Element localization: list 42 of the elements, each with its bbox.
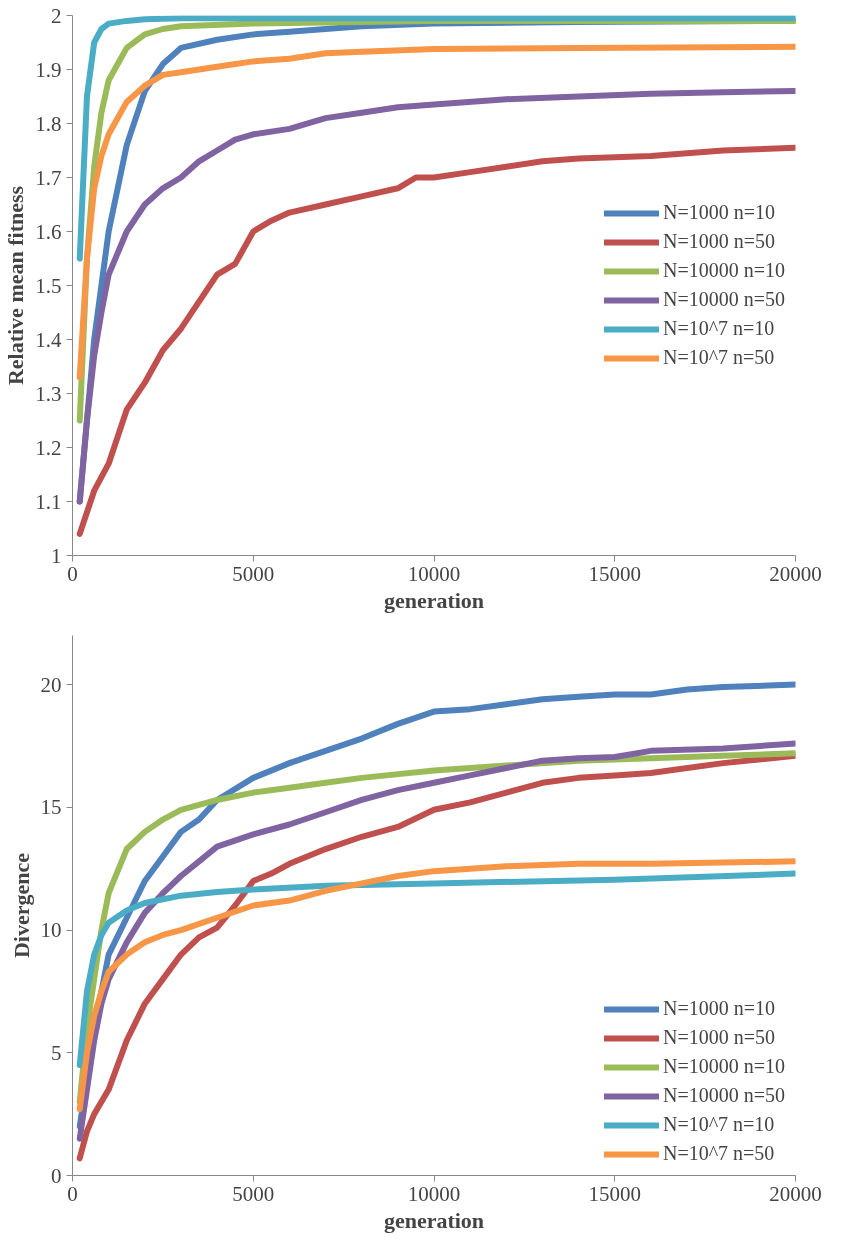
x-tick-label: 5000 (232, 1181, 275, 1206)
x-tick-label: 10000 (407, 1181, 461, 1206)
x-tick-label: 20000 (769, 561, 822, 586)
legend-label: N=10^7 n=10 (662, 1113, 775, 1136)
y-tick-label: 1.7 (35, 165, 62, 190)
y-tick-label: 1.2 (35, 435, 62, 460)
x-tick-label: 15000 (588, 1181, 641, 1206)
x-tick-label: 0 (67, 561, 78, 586)
y-tick-label: 5 (51, 1040, 62, 1065)
y-tick-label: 1.3 (35, 381, 62, 406)
legend-label: N=10^7 n=50 (662, 346, 775, 369)
y-tick-label: 20 (40, 672, 62, 697)
legend-label: N=1000 n=50 (662, 1026, 775, 1049)
x-tick-label: 20000 (769, 1181, 822, 1206)
y-axis-title: Relative mean fitness (3, 185, 29, 386)
x-axis-title: generation (383, 587, 485, 613)
legend-label: N=10000 n=10 (662, 259, 785, 282)
x-tick-label: 10000 (407, 561, 461, 586)
y-tick-label: 1.9 (35, 57, 62, 82)
y-axis-title: Divergence (8, 852, 34, 959)
x-tick-label: 15000 (588, 561, 641, 586)
legend-label: N=1000 n=10 (662, 201, 775, 224)
legend-label: N=10^7 n=10 (662, 317, 775, 340)
legend-label: N=10000 n=50 (662, 288, 785, 311)
y-tick-label: 2 (51, 3, 62, 28)
x-tick-label: 5000 (232, 561, 275, 586)
x-tick-label: 0 (67, 1181, 78, 1206)
y-tick-label: 1.1 (35, 489, 62, 514)
y-tick-label: 1.4 (35, 327, 62, 352)
x-axis-title: generation (383, 1207, 485, 1233)
legend-label: N=10^7 n=50 (662, 1142, 775, 1165)
legend-label: N=1000 n=50 (662, 230, 775, 253)
y-tick-label: 1 (51, 543, 62, 568)
y-tick-label: 10 (40, 918, 62, 943)
legend-label: N=1000 n=10 (662, 997, 775, 1020)
y-tick-label: 1.8 (35, 111, 62, 136)
legend-label: N=10000 n=50 (662, 1084, 785, 1107)
y-tick-label: 15 (40, 795, 62, 820)
legend-label: N=10000 n=10 (662, 1055, 785, 1078)
y-tick-label: 0 (51, 1163, 62, 1188)
y-tick-label: 1.5 (35, 273, 62, 298)
y-tick-label: 1.6 (35, 219, 62, 244)
